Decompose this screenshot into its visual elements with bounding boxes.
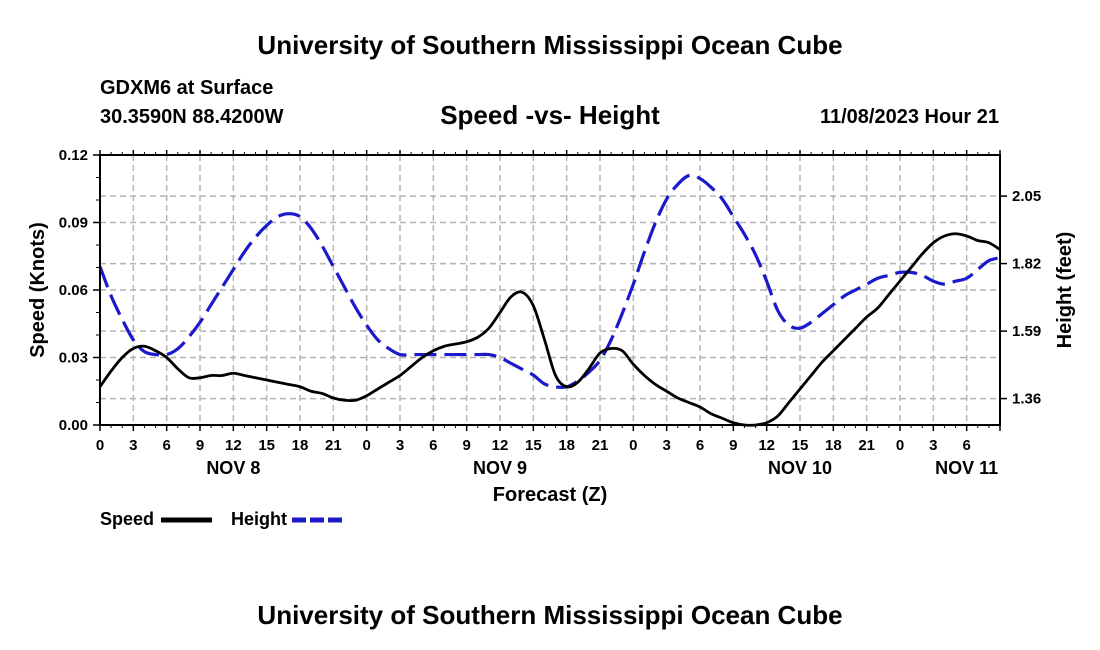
x-tick-label: 15 xyxy=(792,437,809,454)
y2-tick-label: 1.59 xyxy=(1012,323,1041,340)
x-tick-label: 9 xyxy=(196,437,204,454)
x-tick-label: 6 xyxy=(696,437,704,454)
x-tick-label: 15 xyxy=(258,437,275,454)
x-tick-label: 0 xyxy=(629,437,637,454)
y-tick-label: 0.09 xyxy=(59,215,88,232)
x-tick-label: 21 xyxy=(325,437,342,454)
day-label: NOV 10 xyxy=(768,458,832,478)
x-tick-label: 15 xyxy=(525,437,542,454)
y-tick-label: 0.03 xyxy=(59,350,88,367)
x-tick-label: 18 xyxy=(558,437,575,454)
x-tick-label: 9 xyxy=(729,437,737,454)
x-tick-label: 6 xyxy=(429,437,437,454)
height-series-line xyxy=(98,173,1001,390)
x-tick-label: 3 xyxy=(929,437,937,454)
x-tick-label: 21 xyxy=(592,437,609,454)
chart-title: Speed -vs- Height xyxy=(440,100,660,130)
x-tick-label: 18 xyxy=(825,437,842,454)
axes-layer: 0 3 6 9 12 15 18 21 0 3 6 9 12 15 18 21 0 3 6 9 12 15 18 21 0 3 6 N… xyxy=(59,147,1041,478)
y-tick-label: 0.06 xyxy=(59,282,88,299)
y-tick-label: 0.12 xyxy=(59,147,88,164)
y2-tick-label: 1.36 xyxy=(1012,391,1041,408)
x-tick-label: 0 xyxy=(362,437,370,454)
x-tick-label: 3 xyxy=(129,437,137,454)
run-time: 11/08/2023 Hour 21 xyxy=(819,106,999,128)
footer-title: University of Southern Mississippi Ocean… xyxy=(257,600,843,630)
series-layer xyxy=(98,173,1001,427)
speed-series-line xyxy=(98,232,1001,427)
x-axis-label: Forecast (Z) xyxy=(493,484,607,506)
station-label: GDXM6 at Surface xyxy=(100,77,274,99)
page-title: University of Southern Mississippi Ocean… xyxy=(257,30,843,60)
x-tick-label: 6 xyxy=(162,437,170,454)
station-coordinates: 30.3590N 88.4200W xyxy=(100,106,284,128)
x-tick-label: 12 xyxy=(492,437,509,454)
y2-tick-label: 1.82 xyxy=(1012,256,1041,273)
x-tick-label: 0 xyxy=(896,437,904,454)
day-label: NOV 11 xyxy=(935,458,998,478)
legend-height-label: Height xyxy=(231,509,287,529)
y2-axis-label: Height (feet) xyxy=(1054,232,1076,349)
legend: Speed Height xyxy=(100,509,342,529)
x-tick-label: 6 xyxy=(962,437,970,454)
day-label: NOV 8 xyxy=(206,458,260,478)
grid-lines xyxy=(100,155,1000,425)
y-tick-label: 0.00 xyxy=(59,417,88,434)
legend-speed-label: Speed xyxy=(100,509,154,529)
x-tick-label: 3 xyxy=(396,437,404,454)
x-tick-label: 9 xyxy=(462,437,470,454)
y2-tick-label: 2.05 xyxy=(1012,188,1041,205)
y-axis-label: Speed (Knots) xyxy=(27,222,49,358)
x-tick-label: 0 xyxy=(96,437,104,454)
x-tick-label: 18 xyxy=(292,437,309,454)
x-tick-label: 21 xyxy=(858,437,875,454)
x-tick-label: 3 xyxy=(662,437,670,454)
x-tick-label: 12 xyxy=(225,437,242,454)
day-label: NOV 9 xyxy=(473,458,527,478)
x-tick-label: 12 xyxy=(758,437,775,454)
